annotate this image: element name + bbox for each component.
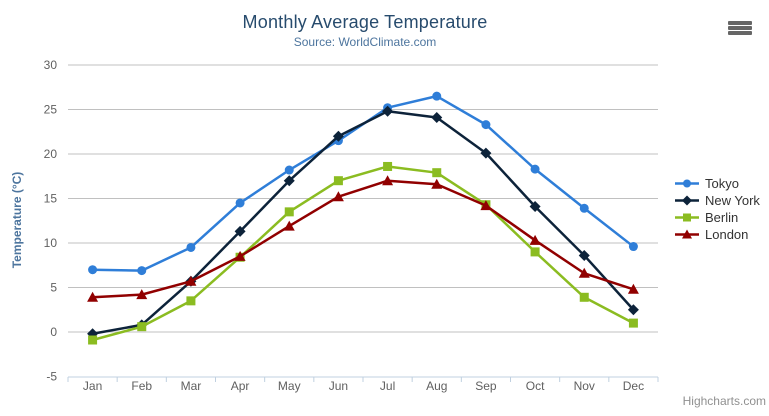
legend-label: Berlin (705, 210, 739, 225)
data-point-berlin[interactable] (137, 322, 147, 332)
legend-item-new-york[interactable]: New York (674, 193, 760, 208)
x-axis-label: Jun (329, 379, 348, 393)
legend-label: London (705, 227, 749, 242)
data-point-london[interactable] (234, 250, 246, 261)
data-point-tokyo[interactable] (137, 266, 147, 276)
y-axis-label: 15 (44, 192, 58, 206)
y-axis-label: 30 (44, 58, 58, 72)
data-point-berlin[interactable] (579, 292, 589, 302)
data-point-london[interactable] (529, 234, 541, 245)
data-point-london[interactable] (283, 220, 295, 231)
data-point-tokyo[interactable] (235, 198, 245, 208)
x-axis-label: Apr (231, 379, 250, 393)
data-point-tokyo[interactable] (481, 120, 491, 130)
data-point-berlin[interactable] (186, 296, 196, 306)
x-axis-label: Nov (574, 379, 595, 393)
data-point-new-york[interactable] (431, 112, 443, 124)
data-point-london[interactable] (87, 291, 99, 302)
data-point-new-york[interactable] (332, 130, 344, 142)
y-axis-title: Temperature (°C) (10, 171, 24, 269)
series-line-new-york (91, 110, 635, 336)
data-point-berlin[interactable] (284, 207, 294, 217)
y-axis-label: 0 (50, 325, 57, 339)
data-point-tokyo[interactable] (284, 165, 294, 175)
legend-item-london[interactable]: London (674, 227, 760, 242)
hamburger-icon (728, 31, 752, 35)
y-axis-label: 5 (50, 281, 57, 295)
data-point-new-york[interactable] (627, 304, 639, 316)
data-point-new-york[interactable] (283, 175, 295, 187)
data-point-london[interactable] (185, 275, 197, 286)
data-point-new-york[interactable] (578, 249, 590, 261)
data-point-london[interactable] (578, 267, 590, 278)
legend-label: Tokyo (705, 176, 739, 191)
data-point-tokyo[interactable] (579, 203, 589, 213)
x-axis-label: Mar (181, 379, 202, 393)
data-point-tokyo[interactable] (186, 242, 196, 252)
data-point-tokyo[interactable] (628, 242, 638, 252)
x-axis-label: Jul (380, 379, 395, 393)
hamburger-icon (728, 21, 752, 25)
legend-marker-diamond-icon (675, 195, 699, 206)
x-axis-label: Oct (526, 379, 545, 393)
data-point-london[interactable] (136, 289, 148, 300)
x-axis-label: Dec (623, 379, 644, 393)
legend-item-tokyo[interactable]: Tokyo (674, 176, 760, 191)
legend-item-berlin[interactable]: Berlin (674, 210, 760, 225)
legend-marker-circle-icon (675, 179, 699, 188)
data-point-london[interactable] (382, 175, 394, 186)
x-axis-label: May (278, 379, 301, 393)
data-point-berlin[interactable] (88, 335, 98, 345)
context-menu-button[interactable] (728, 21, 752, 35)
x-axis-label: Sep (475, 379, 497, 393)
data-point-berlin[interactable] (432, 168, 442, 178)
data-point-berlin[interactable] (530, 247, 540, 257)
data-point-london[interactable] (332, 191, 344, 202)
data-point-london[interactable] (480, 200, 492, 211)
hamburger-icon (728, 26, 752, 30)
data-point-new-york[interactable] (480, 147, 492, 159)
chart-subtitle: Source: WorldClimate.com (293, 35, 437, 49)
data-point-berlin[interactable] (628, 318, 638, 328)
series-line-london (91, 179, 635, 299)
data-point-new-york[interactable] (382, 105, 394, 117)
data-point-london[interactable] (431, 178, 443, 189)
data-point-tokyo[interactable] (88, 265, 98, 275)
legend: Tokyo New York Berlin London (674, 176, 760, 245)
data-point-new-york[interactable] (529, 201, 541, 213)
data-point-berlin[interactable] (333, 176, 343, 186)
x-axis-label: Aug (426, 379, 447, 393)
y-axis-label: 25 (44, 103, 58, 117)
data-point-tokyo[interactable] (432, 91, 442, 101)
data-point-tokyo[interactable] (530, 164, 540, 174)
x-axis-label: Feb (131, 379, 152, 393)
legend-label: New York (705, 193, 760, 208)
y-axis-label: -5 (46, 370, 57, 384)
highcharts-credits-link[interactable]: Highcharts.com (682, 394, 766, 408)
data-point-new-york[interactable] (234, 225, 246, 237)
legend-marker-square-icon (675, 213, 699, 222)
y-axis-label: 10 (44, 236, 58, 250)
legend-marker-triangle-icon (675, 229, 699, 239)
chart-title: Monthly Average Temperature (242, 12, 488, 32)
series-line-tokyo (91, 94, 635, 272)
series-line-berlin (91, 165, 635, 342)
data-point-berlin[interactable] (383, 161, 393, 171)
x-axis-label: Jan (83, 379, 102, 393)
data-point-london[interactable] (627, 283, 639, 294)
y-axis-label: 20 (44, 147, 58, 161)
